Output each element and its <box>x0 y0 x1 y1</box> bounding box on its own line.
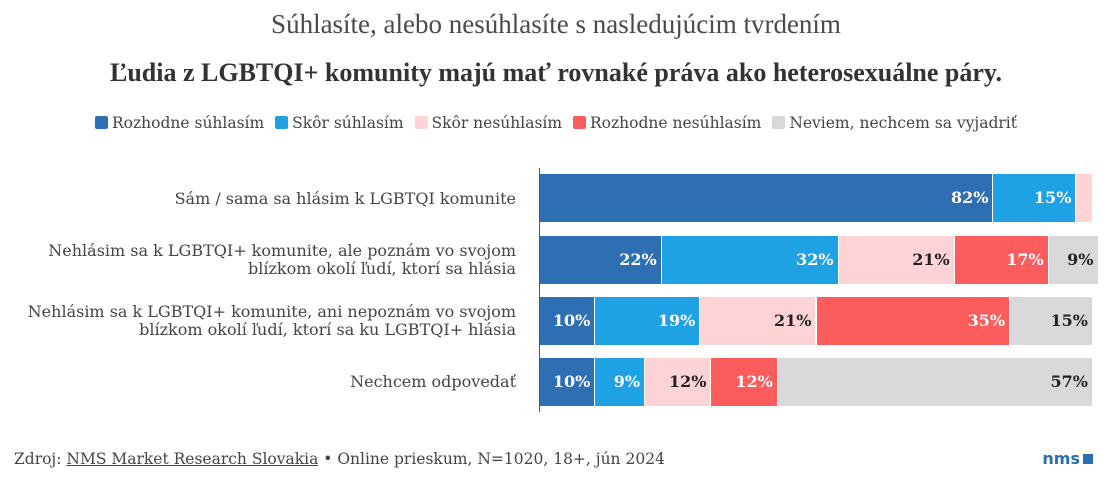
bar-segment <box>954 236 1049 284</box>
bar-value-label: 19% <box>657 311 696 330</box>
bar-value-label: 21% <box>774 311 812 330</box>
bar-segment <box>777 358 1093 406</box>
footer-details: • Online prieskum, N=1020, 18+, jún 2024 <box>318 450 665 468</box>
bar-segment <box>661 236 839 284</box>
legend-swatch <box>414 116 428 129</box>
row-label: Nehlásim sa k LGBTQI+ komunite, ani nepo… <box>0 303 516 339</box>
legend-item: Rozhodne nesúhlasím <box>573 114 761 132</box>
bar-segment <box>540 174 994 222</box>
legend-label: Rozhodne nesúhlasím <box>590 114 762 132</box>
legend-swatch <box>772 116 786 129</box>
bar-value-label: 35% <box>967 311 1006 330</box>
footer: Zdroj: NMS Market Research Slovakia • On… <box>14 450 665 468</box>
bar-segment <box>540 297 596 345</box>
bar-segment <box>540 358 596 406</box>
bar-segment <box>816 297 1011 345</box>
chart-title: Súhlasíte, alebo nesúhlasíte s nasledujú… <box>271 9 841 39</box>
legend: Rozhodne súhlasím Skôr súhlasím Skôr nes… <box>0 114 1112 132</box>
legend-swatch <box>95 116 108 129</box>
bar-value-label: 12% <box>668 372 707 391</box>
bar-segment <box>1010 297 1093 345</box>
bar-value-label: 82% <box>950 188 989 207</box>
row-label: Nehlásim sa k LGBTQI+ komunite, ale pozn… <box>0 242 516 278</box>
bar-segment <box>993 174 1077 222</box>
bar-segment <box>595 297 701 345</box>
row-label-line: Nehlásim sa k LGBTQI+ komunite, ani nepo… <box>27 302 516 321</box>
bar-segment <box>711 358 778 406</box>
bar-value-label: 12% <box>735 372 773 391</box>
row-label-line: blízkom okolí ľudí, ktorí sa ku LGBTQI+ … <box>139 320 516 339</box>
bar-segment <box>595 358 646 406</box>
bar-value-label: 22% <box>619 250 657 269</box>
axis-line <box>539 168 540 412</box>
logo-text: nms <box>1042 449 1080 468</box>
bar-segment <box>540 236 662 284</box>
legend-swatch <box>573 116 586 129</box>
bar-value-label: 9% <box>613 372 641 391</box>
row-label: Sám / sama sa hlásim k LGBTQI komunite <box>0 190 516 208</box>
source-link[interactable]: NMS Market Research Slovakia <box>66 450 319 468</box>
legend-label: Skôr súhlasím <box>292 114 404 132</box>
row-label-line: Nehlásim sa k LGBTQI+ komunite, ale pozn… <box>48 241 516 260</box>
bar-value-label: 57% <box>1050 372 1088 391</box>
bar-value-label: 21% <box>912 250 950 269</box>
chart-subtitle: Ľudia z LGBTQI+ komunity majú mať rovnak… <box>110 58 1002 87</box>
row-label: Nechcem odpovedať <box>0 373 516 391</box>
bar-segment <box>838 236 955 284</box>
legend-label: Rozhodne súhlasím <box>112 114 265 132</box>
bar-value-label: 17% <box>1006 250 1044 269</box>
legend-label: Neviem, nechcem sa vyjadriť <box>789 114 1017 132</box>
bar-value-label: 15% <box>1033 188 1072 207</box>
logo-square-icon <box>1083 454 1093 464</box>
bar-value-label: 32% <box>796 250 834 269</box>
row-label-line: Nechcem odpovedať <box>350 372 516 391</box>
legend-item: Skôr súhlasím <box>275 114 404 132</box>
row-label-line: Sám / sama sa hlásim k LGBTQI komunite <box>174 189 516 208</box>
bar-segment <box>645 358 712 406</box>
legend-item: Rozhodne súhlasím <box>95 114 264 132</box>
bar-value-label: 10% <box>552 311 591 330</box>
legend-item: Skôr nesúhlasím <box>414 114 563 132</box>
legend-label: Skôr nesúhlasím <box>431 114 563 132</box>
legend-swatch <box>275 116 289 129</box>
legend-item: Neviem, nechcem sa vyjadriť <box>772 114 1017 132</box>
bar-value-label: 15% <box>1050 311 1088 330</box>
bar-value-label: 9% <box>1067 250 1094 269</box>
nms-logo: nms <box>1042 449 1093 468</box>
footer-prefix: Zdroj: <box>14 450 67 468</box>
bar-segment <box>700 297 817 345</box>
bar-segment <box>1048 236 1099 284</box>
bar-value-label: 10% <box>552 372 591 391</box>
row-label-line: blízkom okolí ľudí, ktorí sa hlásia <box>248 259 516 278</box>
bar-segment <box>1076 174 1093 222</box>
